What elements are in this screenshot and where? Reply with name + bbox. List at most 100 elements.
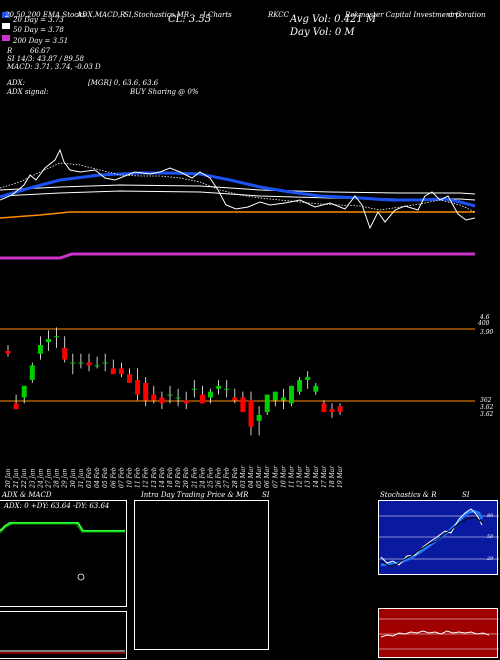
candle-body [5, 350, 11, 354]
stoch-black-line [380, 516, 484, 567]
candle-body [264, 394, 270, 413]
date-tick-label: 18 Feb [167, 467, 174, 488]
date-tick-label: 07 Mar [272, 465, 279, 488]
candle-body [86, 362, 92, 366]
ema200-legend: 200 Day = 3.51 [13, 37, 69, 45]
intraday-title: Intra Day Trading Price & MR [141, 491, 249, 499]
candle-body [337, 406, 343, 413]
date-tick-label: 19 Feb [175, 467, 182, 488]
stoch-label-20: 20 [487, 556, 494, 562]
candle-body [248, 400, 254, 427]
candle-body [216, 385, 222, 389]
date-tick-label: 18 Mar [329, 465, 336, 488]
stochastics-lines [379, 508, 499, 567]
candle-body [208, 391, 213, 398]
date-tick-label: 24 Feb [199, 467, 206, 489]
date-tick-label: 19 Mar [337, 465, 344, 488]
date-tick-label: 13 Feb [151, 467, 158, 488]
mr-line [380, 630, 490, 638]
macd-panel [0, 611, 127, 659]
candle-body [78, 362, 84, 364]
mr-lines [379, 618, 499, 650]
date-tick-label: 17 Mar [321, 465, 328, 488]
candle-body [183, 400, 189, 404]
candle-body [110, 368, 116, 375]
date-tick-label: 31 Jan [78, 468, 85, 488]
adx-marker [77, 573, 85, 581]
date-tick-label: 28 Feb [232, 467, 239, 489]
date-tick-label: 26 Feb [216, 467, 223, 489]
candle-body [297, 380, 303, 392]
candles-group [5, 327, 343, 436]
adx-macd-title: ADX & MACD [2, 491, 52, 499]
date-tick-label: 05 Feb [102, 467, 109, 488]
ema200-line [0, 252, 475, 260]
date-tick-label: 04 Feb [94, 467, 101, 488]
intraday-panel [134, 500, 269, 650]
date-tick-label: 20 Feb [183, 467, 190, 489]
date-tick-label: 03 Feb [86, 467, 93, 488]
candle-body [224, 388, 230, 390]
candle-body [329, 409, 335, 413]
adx-panel: ADX: 0 +DY: 63.64 -DY: 63.64 [0, 500, 127, 607]
candle-body [191, 388, 197, 390]
adx-plus-line [0, 522, 125, 532]
header-segment: SI,Stochastics,MR [124, 11, 190, 19]
date-tick-label: 24 Jan [37, 468, 44, 489]
date-tick-label: 11 Mar [289, 465, 296, 488]
date-tick-label: 14 Feb [159, 467, 166, 488]
candle-body [151, 394, 157, 401]
price-axis-label: 3.90 [480, 329, 494, 336]
date-tick-label: 21 Jan [13, 468, 20, 489]
date-tick-label: 20 Jan [5, 468, 12, 489]
ema200-swatch [2, 35, 10, 41]
adx-lines [0, 522, 125, 581]
date-tick-label: 13 Mar [305, 465, 312, 488]
date-tick-label: 05 Mar [256, 465, 263, 488]
price-dotted-line [0, 162, 476, 213]
price-chart: 20 Jan 21 Jan 22 Jan 23 Jan 24 Jan 27 Jan 28 J… [0, 148, 476, 489]
ema20-swatch [2, 12, 10, 18]
adx-legend: ADX: [7, 79, 26, 87]
ema50-outline-top [0, 184, 476, 195]
candle-body [29, 365, 35, 380]
candle-body [256, 415, 262, 421]
price-axis-label: 400 [478, 320, 490, 327]
candle-body [240, 397, 246, 413]
adx-values: [MGR] 0, 63.6, 63.6 [88, 79, 159, 87]
date-tick-label: 11 Feb [135, 467, 142, 488]
candle-body [135, 380, 141, 395]
ema20-line [0, 171, 476, 208]
stoch-d-line [380, 508, 483, 566]
date-tick-label: 06 Feb [110, 467, 117, 488]
candle-body [313, 385, 319, 392]
date-tick-label: 21 Feb [191, 467, 198, 489]
candle-body [118, 368, 124, 375]
date-tick-label: 07 Feb [118, 467, 125, 488]
header-segment: ADX,MACD,R [77, 11, 126, 19]
price-axis-top-label: 4.6 [480, 314, 490, 321]
candle-body [199, 394, 205, 404]
candle-body [159, 397, 165, 404]
adx-minus-line [0, 523, 125, 534]
mr-panel [378, 608, 499, 658]
header-company: Rokmaster Capital Investment C [345, 11, 461, 19]
date-tick-label: 04 Mar [248, 465, 255, 488]
ema50-swatch [2, 23, 10, 29]
date-tick-label: 23 Jan [29, 468, 36, 489]
date-tick-label: 03 Mar [240, 465, 247, 488]
stochastics-panel: 80 50 20 [378, 500, 499, 575]
si-legend: SI 14/3: 43.87 / 89.58 [7, 55, 84, 63]
date-tick-label: 12 Feb [143, 467, 150, 488]
candle-body [272, 391, 278, 401]
date-tick-label: 30 Jan [70, 468, 77, 488]
adx-signal-legend: ADX signal: [7, 88, 49, 96]
date-tick-label: 25 Feb [208, 467, 215, 489]
date-tick-label: 28 Jan [54, 468, 61, 489]
candle-body [232, 397, 238, 401]
r-legend: R [7, 47, 13, 55]
candle-body [289, 385, 294, 404]
date-tick-label: 10 Mar [280, 465, 287, 488]
macd-lines [0, 650, 125, 654]
close-price: CL: 3.55 [168, 14, 212, 25]
